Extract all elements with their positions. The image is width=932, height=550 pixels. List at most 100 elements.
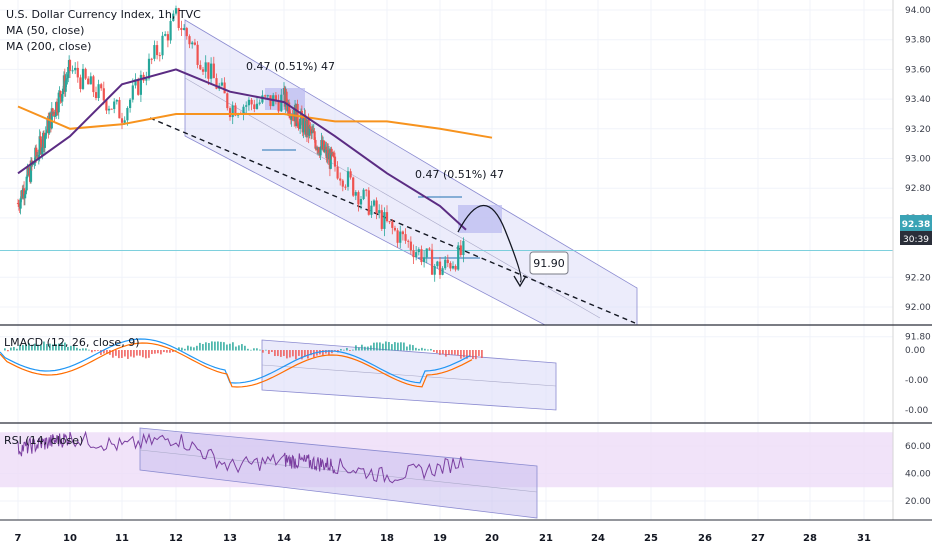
macd-histogram-bar [241,344,243,351]
macd-histogram-bar [406,346,408,351]
candle-body [311,129,314,133]
measure-label-1: 0.47 (0.51%) 47 [246,60,335,73]
macd-histogram-bar [85,348,87,351]
candle-body [344,186,347,188]
macd-histogram-bar [61,342,63,351]
macd-histogram-bar [94,350,96,352]
macd-histogram-bar [262,350,264,353]
macd-histogram-bar [82,348,84,351]
x-tick-label: 24 [591,533,605,544]
candle-body [359,199,363,205]
candle-body [71,70,74,72]
rsi-channel [139,427,538,519]
macd-histogram-bar [25,344,27,351]
candle-body [459,245,462,256]
candle-body [172,13,175,22]
macd-histogram-bar [112,350,114,358]
macd-histogram-bar [118,350,120,359]
macd-histogram-bar [466,350,468,359]
candle-body [35,147,38,157]
macd-histogram-bar [427,349,429,351]
macd-histogram-bar [10,347,12,351]
candle-body [40,139,43,155]
macd-histogram-bar [34,343,36,351]
candle-body [309,126,312,129]
candle-body [150,58,153,60]
x-tick-label: 11 [115,533,129,544]
rsi-legend[interactable]: RSI (14, close) [4,434,83,447]
y-tick-label: 93.00 [905,155,931,165]
macd-histogram-bar [301,350,303,360]
macd-histogram-bar [472,350,474,360]
macd-histogram-bar [178,347,180,351]
macd-histogram-bar [340,349,342,351]
macd-histogram-bar [418,348,420,351]
candle-body [123,120,126,123]
candle-body [245,105,248,107]
candle-body [196,44,199,65]
macd-histogram-bar [148,350,150,358]
macd-histogram-bar [115,350,117,356]
macd-histogram-bar [250,349,252,351]
candle-body [258,102,261,104]
macd-histogram-bar [298,350,300,356]
candle-body [25,176,28,191]
candle-body [153,45,156,59]
candle-body [33,162,36,165]
candle-body [438,261,442,275]
macd-histogram-bar [322,350,324,356]
candle-body [378,210,381,214]
candle-body [425,248,428,258]
x-tick-label: 10 [63,533,77,544]
chart-title[interactable]: U.S. Dollar Currency Index, 1h, TVC [6,8,201,21]
candle-body [339,178,342,181]
candle-body [401,231,404,235]
macd-histogram-bar [280,350,282,357]
target-callout[interactable]: 91.90 [529,251,569,275]
candle-body [120,118,124,123]
candle-body [323,149,326,152]
macd-histogram-bar [193,347,195,351]
candle-body [428,248,431,250]
macd-histogram-bar [265,349,267,351]
candle-body [349,171,352,178]
macd-histogram-bar [397,342,399,351]
macd-histogram-bar [388,342,390,351]
ma200-legend[interactable]: MA (200, close) [6,40,91,53]
candle-body [362,189,365,200]
candle-body [53,112,56,116]
macd-tick-label: 0.00 [905,346,925,356]
macd-histogram-bar [49,343,51,351]
candle-body [336,166,339,179]
macd-histogram-bar [457,350,459,356]
candle-body [188,36,191,45]
candle-body [139,74,142,95]
candle-body [19,198,22,209]
candle-body [367,190,370,215]
candle-body [37,155,40,159]
macd-histogram-bar [13,347,15,351]
candle-body [308,126,311,136]
macd-line [0,338,471,384]
macd-histogram-bar [358,347,360,351]
price-badge-value: 92.38 [902,220,930,230]
price-axis[interactable] [893,0,932,520]
candle-body [274,95,277,101]
macd-histogram-bar [448,350,450,355]
ma50-legend[interactable]: MA (50, close) [6,24,84,37]
y-tick-label: 93.40 [905,95,931,105]
candle-body [44,132,47,136]
candle-body [145,78,148,81]
macd-histogram-bar [226,344,228,351]
x-tick-label: 28 [803,533,817,544]
candle-body [115,99,118,102]
x-tick-label: 7 [15,533,22,544]
macd-histogram-bar [247,348,249,351]
macd-histogram-bar [367,346,369,351]
candle-body [207,62,210,79]
candle-body [383,212,386,229]
candle-body [234,105,237,116]
macd-histogram-bar [79,348,81,351]
macd-legend[interactable]: LMACD (12, 26, close, 9) [4,336,140,349]
macd-histogram-bar [151,350,153,355]
